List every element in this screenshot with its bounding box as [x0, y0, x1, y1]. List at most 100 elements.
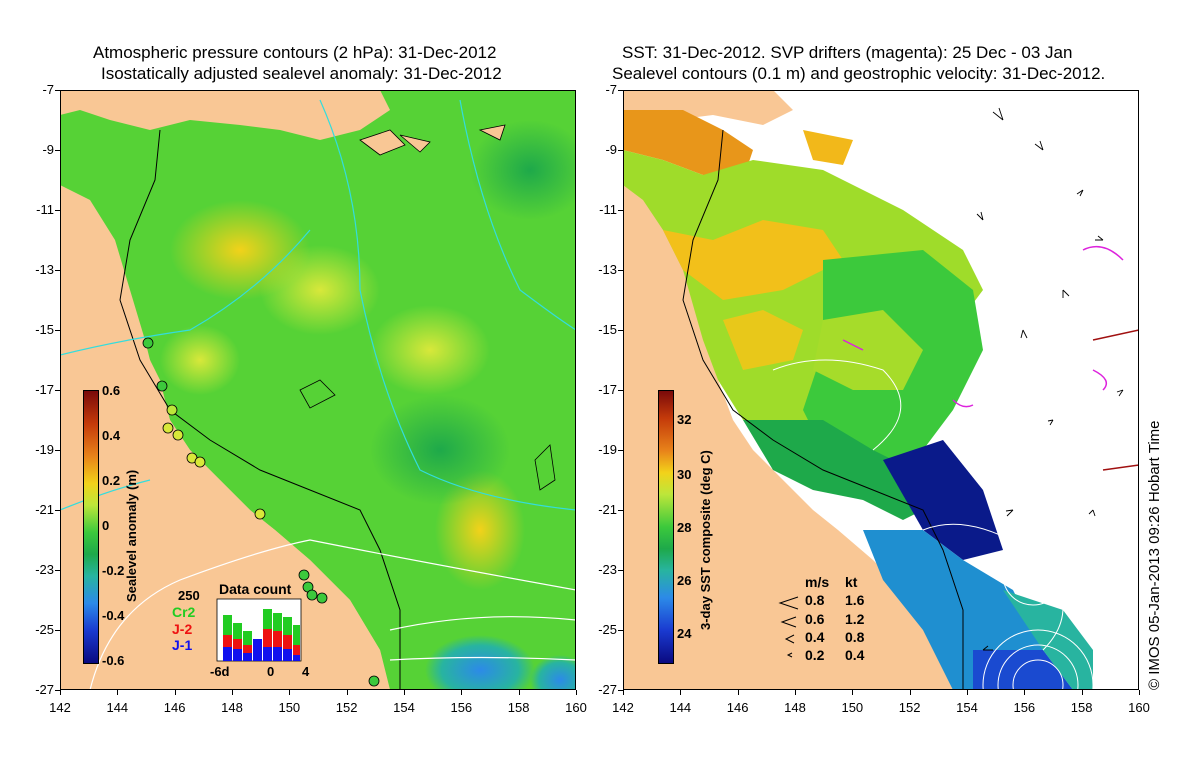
x-tick	[967, 690, 968, 695]
y-tick	[55, 90, 60, 91]
x-tick-label: 154	[956, 700, 978, 715]
x-tick	[576, 690, 577, 695]
velocity-legend-ms: 0.2	[805, 647, 825, 663]
y-tick-label: -13	[598, 262, 617, 277]
data-count-title: Data count	[219, 581, 292, 597]
x-tick	[404, 690, 405, 695]
y-tick	[55, 150, 60, 151]
velocity-legend-ms: 0.8	[805, 592, 825, 608]
velocity-legend-kt: 0.4	[845, 647, 865, 663]
y-tick-label: -25	[598, 622, 617, 637]
velocity-legend-ms: 0.6	[805, 611, 825, 627]
y-tick-label: -27	[598, 682, 617, 697]
left-title-line2: Isostatically adjusted sealevel anomaly:…	[101, 64, 502, 83]
y-tick-label: -11	[599, 202, 617, 217]
x-tick-label: 160	[565, 700, 587, 715]
x-tick	[1024, 690, 1026, 695]
velocity-legend-kt: 1.2	[845, 611, 865, 627]
x-tick-label: 154	[393, 700, 415, 715]
y-tick	[55, 690, 60, 691]
data-count-inset: Data count	[215, 581, 305, 665]
y-tick	[618, 690, 623, 691]
right-map-frame	[623, 90, 1139, 690]
x-tick	[1081, 690, 1083, 695]
y-tick-label: -7	[605, 82, 617, 97]
y-tick-label: -23	[598, 562, 617, 577]
x-tick	[289, 690, 291, 695]
sst-colorbar-tick: 28	[677, 520, 692, 535]
y-tick-label: -13	[35, 262, 54, 277]
sst-colorbar	[658, 390, 674, 664]
sst-map: m/s kt 0.8 1.6 0.6 1.2 0.4 0.8 0.2 0.4	[623, 90, 1139, 690]
x-tick	[117, 690, 119, 695]
left-title-line1: Atmospheric pressure contours (2 hPa): 3…	[93, 43, 497, 62]
sealevel-colorbar-title: Sealevel anomaly (m)	[124, 469, 139, 602]
y-tick	[618, 390, 623, 391]
y-tick-label: -25	[35, 622, 54, 637]
x-tick-label: 156	[450, 700, 473, 715]
y-tick-label: -11	[36, 202, 54, 217]
y-tick	[55, 630, 60, 631]
y-tick-label: -19	[35, 442, 54, 457]
y-tick	[55, 450, 60, 451]
x-tick-label: 148	[221, 700, 243, 715]
sst-colorbar-title: 3-day SST composite (deg C)	[698, 450, 713, 630]
y-tick	[55, 210, 60, 211]
x-tick	[174, 690, 176, 695]
y-tick-label: -7	[42, 82, 54, 97]
y-tick	[55, 510, 60, 511]
y-tick	[618, 150, 623, 151]
data-count-x-label-zero: 0	[267, 664, 275, 679]
y-tick-label: -9	[42, 142, 54, 157]
cape-york-land	[623, 185, 953, 690]
data-count-x-label-end: 4	[302, 664, 310, 679]
data-count-scale-label: 250	[178, 588, 200, 603]
x-tick-label: 158	[1070, 700, 1093, 715]
x-tick	[232, 690, 233, 695]
data-count-series-cr2: Cr2	[172, 604, 196, 620]
x-tick	[623, 690, 624, 695]
y-tick-label: -27	[35, 682, 54, 697]
velocity-legend-kt: 0.8	[845, 629, 865, 645]
x-tick	[60, 690, 61, 695]
left-map-frame	[60, 90, 576, 690]
y-tick	[55, 570, 60, 571]
x-tick	[1139, 690, 1140, 695]
data-count-series-j1: J-1	[172, 637, 193, 653]
velocity-legend-ms: 0.4	[805, 629, 825, 645]
sealevel-colorbar-tick: 0.4	[102, 428, 121, 443]
y-tick	[618, 510, 623, 511]
y-tick	[618, 210, 623, 211]
x-tick	[518, 690, 520, 695]
y-tick	[618, 630, 623, 631]
y-tick-label: -19	[598, 442, 617, 457]
y-tick	[618, 450, 623, 451]
y-tick-label: -15	[598, 322, 617, 337]
x-tick-label: 142	[612, 700, 634, 715]
data-count-x-label-start: -6d	[210, 664, 230, 679]
velocity-legend-header-ms: m/s	[805, 574, 830, 590]
x-tick-label: 156	[1013, 700, 1036, 715]
y-tick-label: -21	[598, 502, 617, 517]
sealevel-colorbar-tick: -0.2	[102, 563, 125, 578]
sst-colorbar-tick: 26	[677, 573, 692, 588]
x-tick-label: 150	[841, 700, 864, 715]
velocity-legend-kt: 1.6	[845, 592, 865, 608]
sst-colorbar-tick: 30	[677, 467, 692, 482]
x-tick	[680, 690, 682, 695]
x-tick-label: 160	[1128, 700, 1150, 715]
y-tick	[55, 330, 60, 331]
sealevel-anomaly-map: Data count 250 Cr2 J-2 J-1 -6d 0 4	[60, 90, 576, 690]
x-tick	[852, 690, 854, 695]
y-tick-label: -23	[35, 562, 54, 577]
x-tick-label: 146	[726, 700, 749, 715]
credit-text: © IMOS 05-Jan-2013 09:26 Hobart Time	[1146, 420, 1163, 690]
x-tick	[737, 690, 739, 695]
y-tick-label: -15	[35, 322, 54, 337]
data-count-series-j2: J-2	[172, 621, 193, 637]
png-land	[60, 90, 390, 140]
x-tick-label: 152	[335, 700, 358, 715]
x-tick-label: 148	[784, 700, 806, 715]
x-tick-label: 146	[163, 700, 186, 715]
x-tick-label: 142	[49, 700, 71, 715]
